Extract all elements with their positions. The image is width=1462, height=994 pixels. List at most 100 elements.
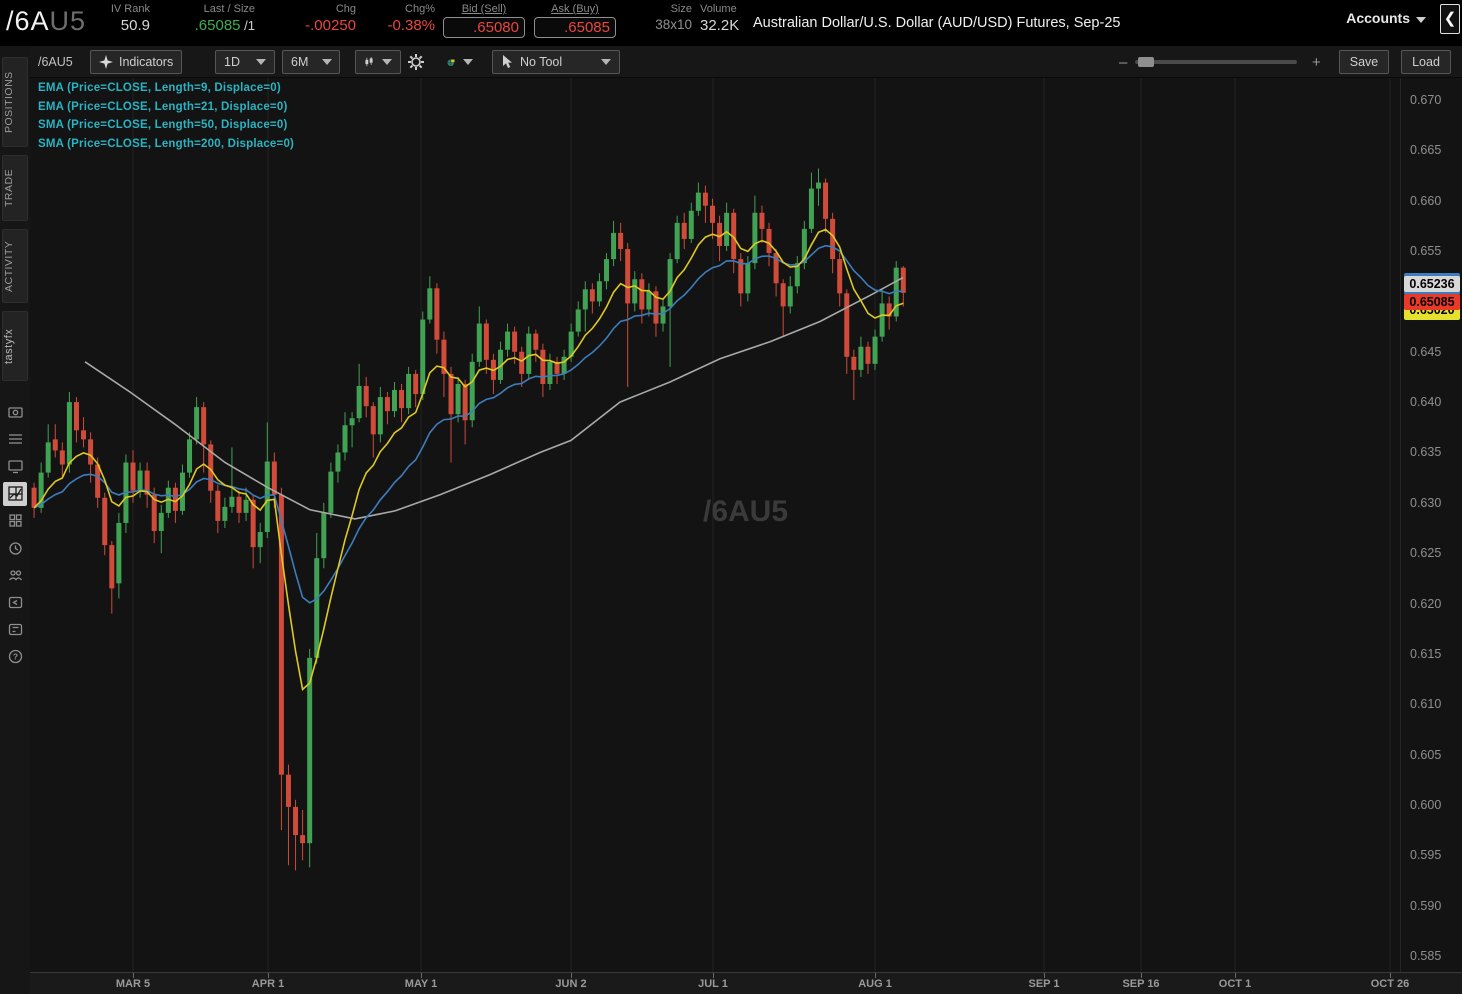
sma50-line [84, 276, 904, 520]
time-axis[interactable]: MAR 5 APR 1 MAY 1 JUN 2 JUL 1 AUG 1 SEP 1 SEP 1… [30, 972, 1462, 994]
last-price-value: .65085 [194, 17, 241, 34]
drawing-tool-dropdown[interactable]: No Tool [492, 50, 620, 74]
sidebar-keypad-icon[interactable] [3, 618, 27, 642]
time-tick-label: JUL 1 [698, 978, 728, 990]
quote-header: /6AU5 IV Rank 50.9 Last / Size .65085 /1… [0, 0, 1462, 46]
chevron-down-icon [382, 59, 392, 65]
left-sidebar: POSITIONS TRADE ACTIVITY tastyfx ? [0, 46, 30, 994]
banknote-icon [7, 406, 23, 418]
time-tick-mark [571, 973, 572, 978]
help-icon: ? [8, 650, 22, 664]
chg-pct-value: -0.38% [387, 17, 435, 34]
zoom-slider-handle[interactable] [1138, 57, 1154, 67]
sma50-price-bubble: 0.65236 [1404, 276, 1460, 292]
chart-plot-area[interactable]: /6AU5 EMA (Price=CLOSE, Length=9, Displa… [30, 78, 1400, 972]
zoom-slider[interactable] [1135, 57, 1297, 67]
time-tick-label: OCT 1 [1218, 978, 1252, 990]
ema9-line [33, 228, 904, 691]
list-icon [8, 434, 22, 444]
style-globe-icon [447, 58, 455, 66]
indicators-button[interactable]: Indicators [90, 50, 183, 74]
bid-quote: Bid (Sell) .65080 [443, 3, 525, 38]
price-tick-label: 0.600 [1410, 797, 1442, 812]
sidebar-banknote-icon[interactable] [3, 400, 27, 424]
zoom-in-button[interactable]: + [1312, 54, 1321, 71]
size-stat: Size 38x10 [640, 3, 692, 32]
price-tick-label: 0.630 [1410, 495, 1442, 510]
time-tick-mark [1390, 973, 1391, 978]
price-axis[interactable]: 0.6700.6650.6600.6550.6500.6450.6400.635… [1400, 78, 1462, 972]
legend-ema21[interactable]: EMA (Price=CLOSE, Length=21, Displace=0) [38, 100, 288, 113]
sidebar-tab-tastyfx[interactable]: tastyfx [2, 311, 28, 381]
time-tick-label: OCT 26 [1370, 978, 1410, 990]
replay-icon [8, 596, 22, 609]
sidebar-help-icon[interactable]: ? [3, 645, 27, 669]
chg-stat: Chg -.00250 [270, 3, 356, 34]
chg-pct-label: Chg% [405, 3, 435, 15]
size-value: 38x10 [655, 17, 692, 32]
sidebar-grid-icon[interactable] [3, 509, 27, 533]
legend-sma50[interactable]: SMA (Price=CLOSE, Length=50, Displace=0) [38, 119, 288, 131]
ask-label: Ask (Buy) [551, 3, 599, 15]
sidebar-history-icon[interactable] [3, 536, 27, 560]
symbol-root: /6A [6, 6, 50, 36]
indicators-label: Indicators [119, 55, 174, 69]
iv-rank-value: 50.9 [120, 17, 150, 34]
price-tick-label: 0.625 [1410, 546, 1442, 561]
sidebar-list-icon[interactable] [3, 427, 27, 451]
ask-button[interactable]: .65085 [534, 17, 616, 38]
gear-icon [408, 54, 424, 70]
monitor-icon [7, 460, 23, 474]
time-tick-mark [1141, 973, 1142, 978]
zoom-out-button[interactable]: – [1119, 54, 1128, 71]
legend-ema9[interactable]: EMA (Price=CLOSE, Length=9, Displace=0) [38, 82, 281, 94]
chg-value: -.00250 [305, 17, 356, 34]
price-tick-label: 0.660 [1410, 193, 1442, 208]
chart-icon [7, 486, 23, 501]
sidebar-replay-icon[interactable] [3, 590, 27, 614]
time-tick-label: APR 1 [251, 978, 285, 990]
chart-symbol-tab[interactable]: /6AU5 [38, 55, 73, 69]
time-tick-label: MAR 5 [115, 978, 151, 990]
collapse-panel-button[interactable]: ❮ [1440, 4, 1460, 34]
chevron-down-icon [322, 59, 333, 65]
sidebar-people-icon[interactable] [3, 563, 27, 587]
price-tick-label: 0.640 [1410, 395, 1442, 410]
chart-watermark: /6AU5 [703, 495, 788, 528]
time-tick-mark [133, 973, 134, 978]
chart-type-dropdown[interactable] [355, 50, 401, 74]
sidebar-monitor-icon[interactable] [3, 454, 27, 478]
iv-rank-stat: IV Rank 50.9 [85, 3, 150, 34]
range-dropdown[interactable]: 6M [282, 50, 340, 74]
time-tick-mark [1044, 973, 1045, 978]
bid-label: Bid (Sell) [461, 3, 507, 15]
symbol-expiry: U5 [49, 6, 87, 36]
last-price-bubble: 0.65085 [1404, 294, 1460, 310]
gridlines [132, 78, 1391, 972]
save-button[interactable]: Save [1339, 50, 1389, 74]
price-tick-label: 0.635 [1410, 445, 1442, 460]
svg-text:?: ? [12, 652, 17, 662]
price-tick-label: 0.595 [1410, 848, 1442, 863]
sidebar-tab-activity[interactable]: ACTIVITY [2, 229, 28, 303]
accounts-label: Accounts [1346, 10, 1410, 26]
sidebar-chart-icon[interactable] [3, 481, 27, 506]
sparkle-icon [99, 55, 113, 69]
candlestick-chart-icon [365, 57, 373, 67]
accounts-dropdown[interactable]: Accounts [1346, 10, 1426, 26]
legend-sma200[interactable]: SMA (Price=CLOSE, Length=200, Displace=0… [38, 137, 295, 150]
timeframe-dropdown[interactable]: 1D [215, 50, 275, 74]
chg-pct-stat: Chg% -0.38% [365, 3, 435, 34]
time-tick-label: AUG 1 [858, 978, 892, 990]
chart-toolbar: /6AU5 Indicators 1D 6M [30, 46, 1462, 78]
price-tick-label: 0.670 [1410, 93, 1442, 107]
ema21-line [33, 244, 904, 604]
chevron-down-icon [1416, 17, 1426, 23]
chart-settings-button[interactable] [407, 53, 425, 76]
sidebar-tab-trade[interactable]: TRADE [2, 155, 28, 221]
bid-button[interactable]: .65080 [443, 17, 525, 38]
instrument-title: Australian Dollar/U.S. Dollar (AUD/USD) … [753, 15, 1121, 31]
sidebar-tab-positions[interactable]: POSITIONS [2, 57, 28, 147]
chart-style-dropdown[interactable] [438, 50, 482, 74]
load-button[interactable]: Load [1401, 50, 1451, 74]
